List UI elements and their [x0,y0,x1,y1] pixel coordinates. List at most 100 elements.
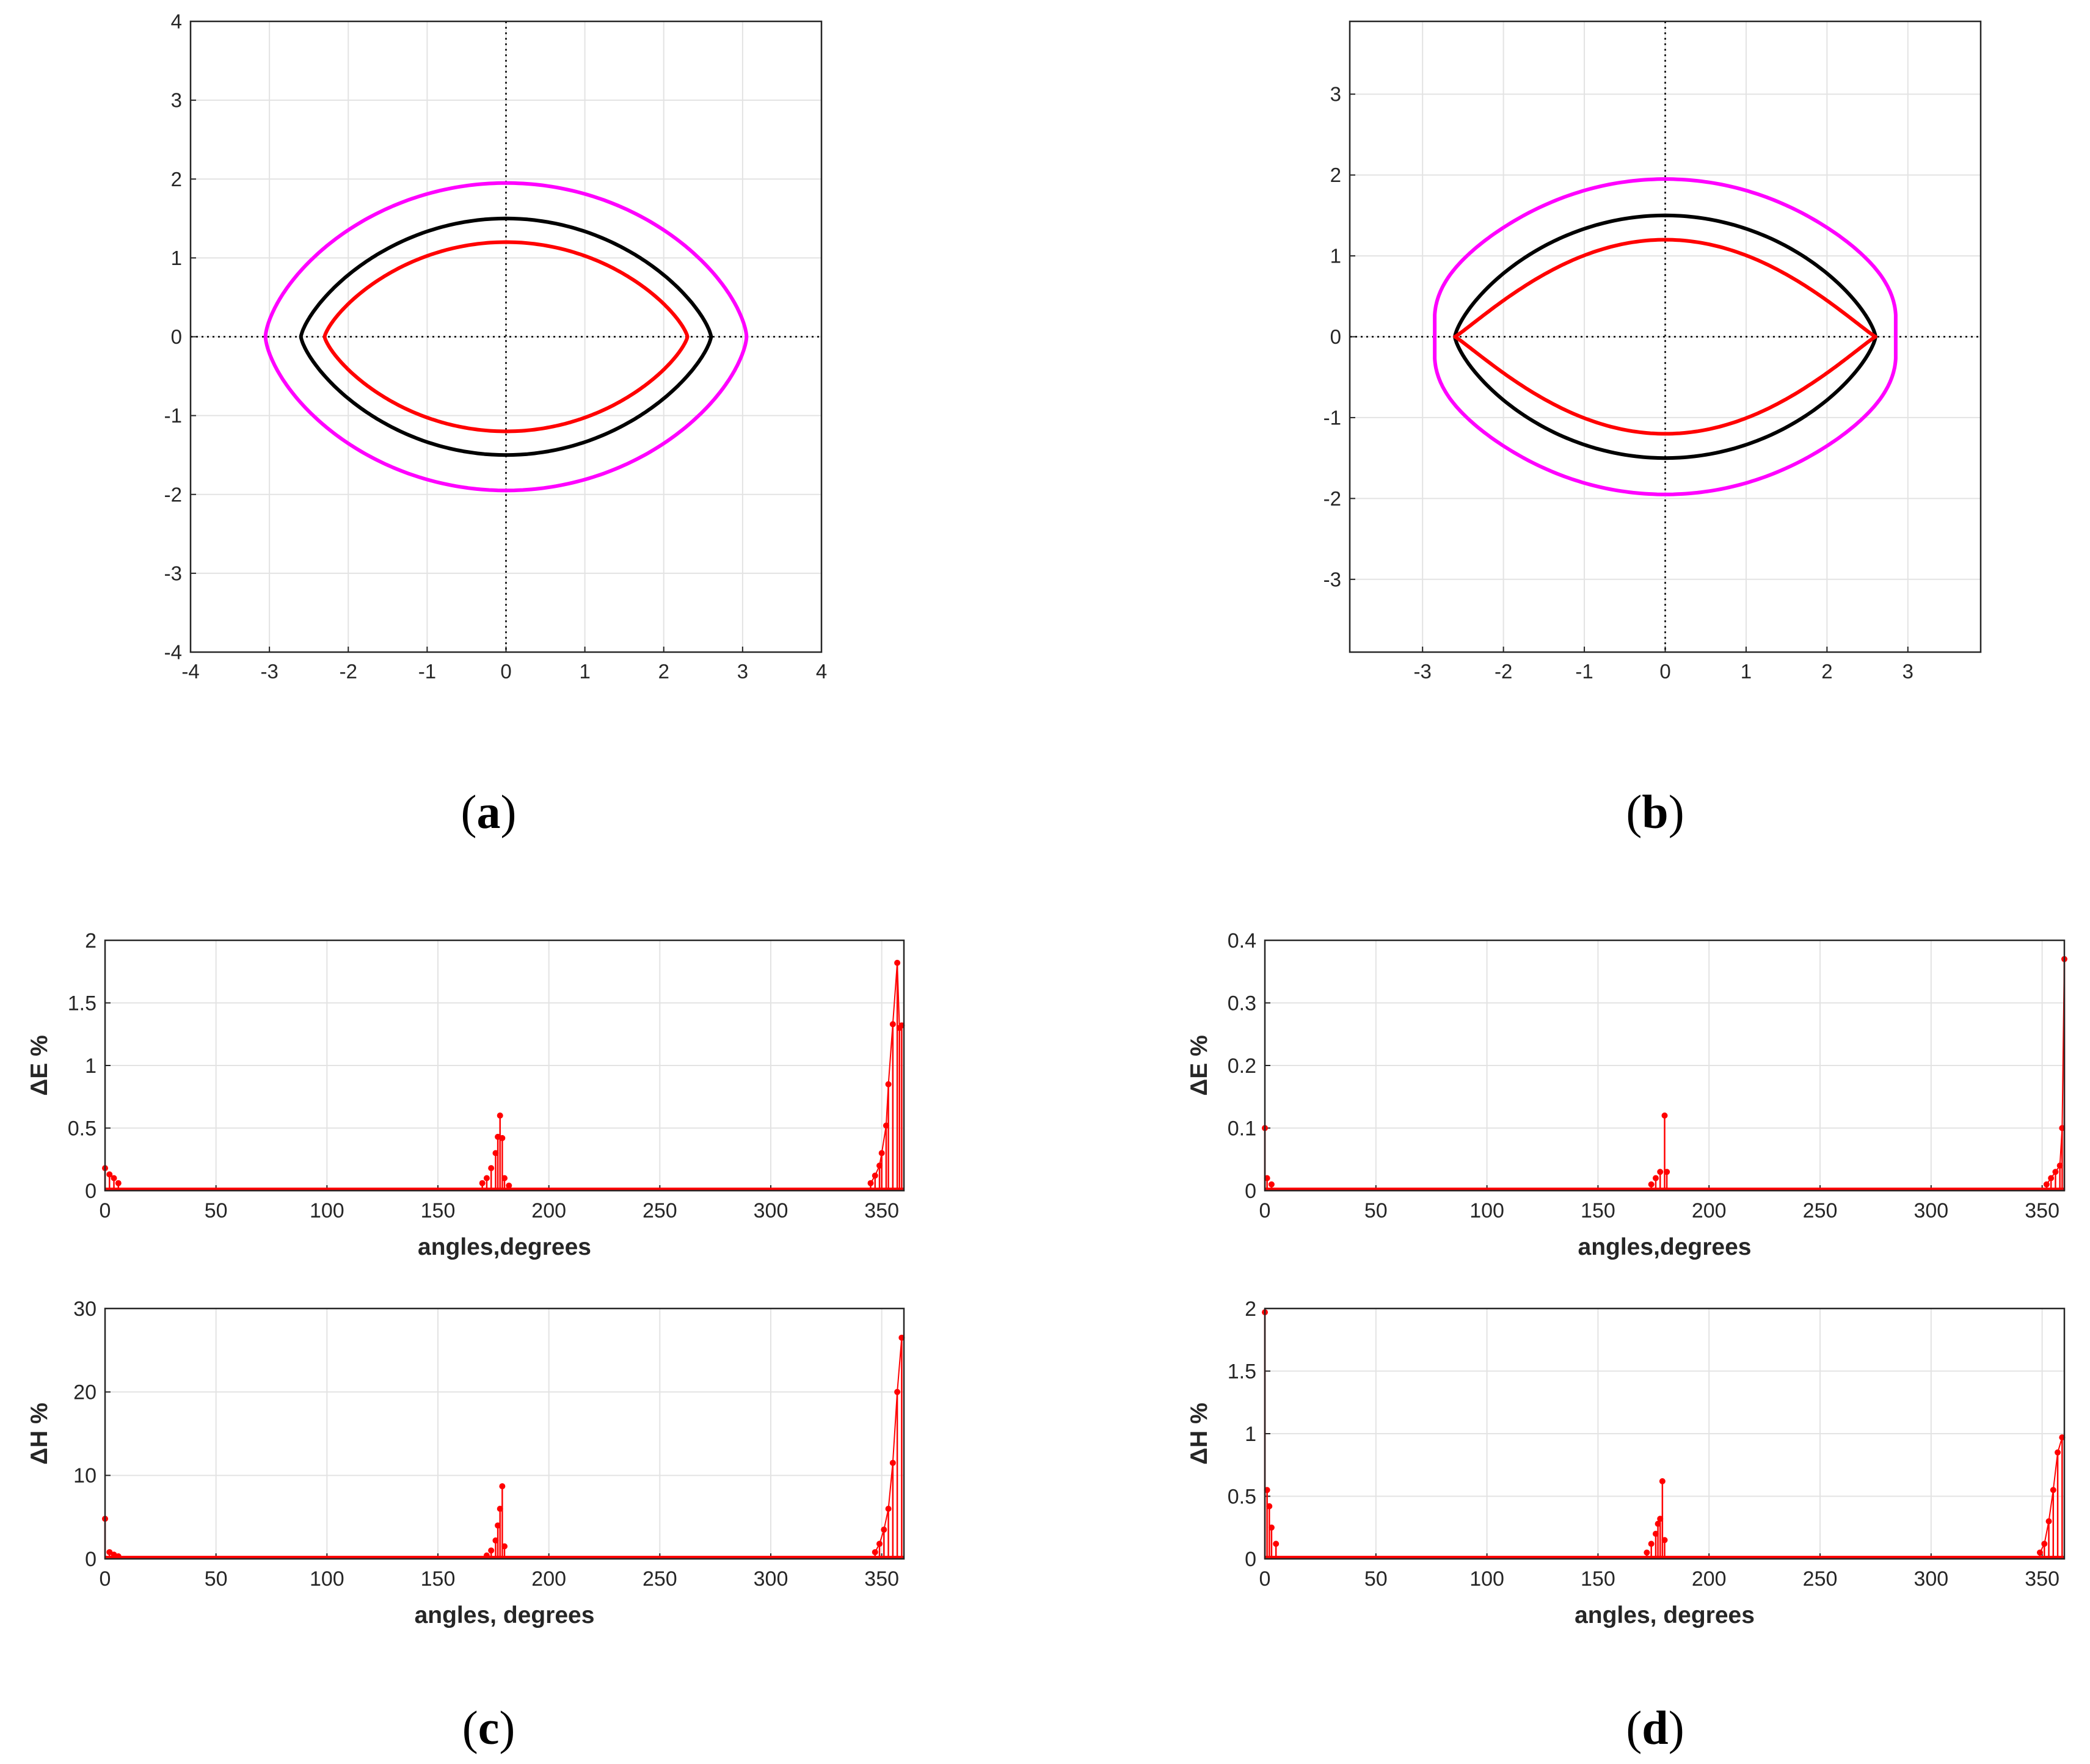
x-tick-label: 150 [421,1567,456,1591]
x-tick-label: 0 [1659,660,1670,683]
stem-marker [1644,1549,1650,1556]
y-tick-label: 1.5 [68,992,96,1015]
x-tick-label: 300 [754,1567,788,1591]
x-tick-label: 1 [579,660,590,683]
stem-marker [1661,1537,1668,1544]
stem-marker [1659,1478,1666,1484]
y-tick-label: 1 [1330,245,1341,267]
axes-frame [104,939,905,1192]
y-tick-label: 1 [1245,1423,1256,1446]
y-tick-label: 10 [73,1464,96,1487]
x-tick-label: 300 [1913,1567,1948,1591]
y-tick-label: 0.4 [1228,929,1256,953]
x-tick-label: -2 [340,660,357,683]
curve-middle [299,216,713,457]
y-axis-label: ΔE % [26,1035,53,1096]
axes-frame [1264,1307,2066,1560]
stem-marker [106,1171,113,1178]
y-tick-label: -4 [164,641,182,664]
x-tick-label: 100 [1469,1567,1504,1591]
curve-inner [322,240,690,434]
y-tick-label: 0 [1245,1548,1256,1571]
axes-frame [104,1307,905,1560]
y-tick-label: -1 [164,404,182,427]
chart-c-bottom: 0 50 100 150 200 250 300 350 0 10 20 30 angles, degr… [26,1298,905,1628]
x-tick-label: 0 [100,1567,111,1591]
stem-marker [1648,1541,1655,1547]
stem-marker [1664,1169,1670,1175]
peak-envelope [874,1337,903,1553]
x-tick-label: -2 [1495,660,1512,683]
x-axis-label: angles,degrees [1578,1234,1752,1260]
x-tick-label: -3 [260,660,278,683]
stem-marker [499,1134,506,1141]
x-tick-label: 100 [1469,1199,1504,1222]
x-tick-label: -1 [1575,660,1593,683]
stem-marker [1657,1169,1664,1175]
x-tick-label: 200 [531,1199,566,1222]
chart-a: -4 -3 -2 -1 0 1 2 3 4 -4 -3 -2 -1 0 1 2 3 4 [164,10,828,683]
stem-marker [501,1543,508,1550]
caption-d: (d) [1626,1701,1684,1754]
stem-marker [1648,1181,1655,1188]
y-tick-label: 0.2 [1228,1054,1256,1078]
x-tick-label: 3 [1902,660,1913,683]
x-tick-label: 50 [1364,1567,1388,1591]
y-tick-label: 30 [73,1298,96,1321]
x-tick-label: 250 [643,1199,677,1222]
x-tick-label: 1 [1741,660,1752,683]
x-tick-label: 350 [2025,1567,2059,1591]
x-tick-label: -1 [418,660,436,683]
y-tick-label: 0 [1330,325,1341,348]
x-tick-label: 200 [531,1567,566,1591]
x-tick-label: 350 [2025,1199,2059,1222]
stem-marker [106,1549,113,1556]
curve-outer [263,181,749,493]
stem-marker [1266,1503,1273,1509]
stem-marker [115,1553,122,1559]
y-tick-label: 1 [85,1054,96,1078]
y-tick-label: 4 [171,10,182,33]
peak-envelope [2039,1437,2063,1553]
y-tick-label: 1 [171,247,182,269]
x-tick-label: 50 [205,1199,228,1222]
stem-marker [479,1180,486,1186]
x-tick-label: 150 [1581,1567,1615,1591]
y-axis-label: ΔH % [26,1403,53,1465]
x-axis-label: angles, degrees [1575,1602,1755,1628]
stem-marker [115,1180,122,1186]
axes-frame [1264,939,2066,1192]
x-tick-label: 250 [1803,1567,1838,1591]
y-tick-label: -3 [1324,568,1341,590]
y-tick-label: 2 [85,929,96,953]
peak-envelope [2046,959,2065,1185]
caption-b: (b) [1626,785,1684,838]
x-tick-label: 0 [100,1199,111,1222]
stem-marker [1273,1541,1280,1547]
y-tick-label: 1.5 [1228,1360,1256,1383]
x-tick-label: 300 [1913,1199,1948,1222]
caption-a: (a) [461,785,517,838]
peak-envelope [870,962,903,1184]
plot-area [105,1308,904,1559]
stem-marker [1652,1175,1659,1181]
stem-marker [1268,1181,1275,1188]
stem-marker [488,1165,495,1172]
chart-d-top: 0 50 100 150 200 250 300 350 0 0.1 0.2 0.3 0.4 angles… [1186,929,2067,1260]
chart-b: -3 -2 -1 0 1 2 3 -3 -2 -1 0 1 2 3 [1324,20,1982,683]
stem-marker [483,1175,490,1181]
x-tick-label: 2 [1821,660,1832,683]
caption-c: (c) [462,1701,515,1754]
chart-d-bottom: 0 50 100 150 200 250 300 350 0 0.5 1 1.5 2 angles, de… [1186,1298,2066,1628]
x-tick-label: 250 [643,1567,677,1591]
stem-marker [111,1175,117,1181]
y-tick-label: 20 [73,1381,96,1404]
x-tick-label: 50 [205,1567,228,1591]
y-tick-label: -3 [164,562,182,584]
x-tick-label: 200 [1692,1199,1727,1222]
x-tick-label: 350 [864,1199,899,1222]
x-tick-label: 100 [310,1199,344,1222]
axes-frame [1349,20,1982,653]
x-tick-label: 0 [1259,1199,1271,1222]
